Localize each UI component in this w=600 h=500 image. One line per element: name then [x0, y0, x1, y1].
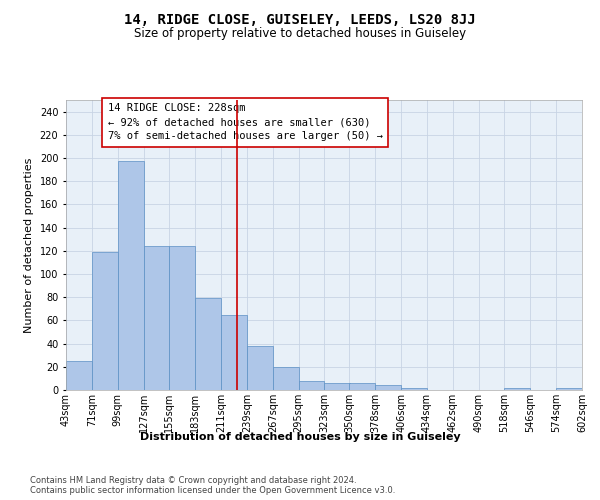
Text: Size of property relative to detached houses in Guiseley: Size of property relative to detached ho…: [134, 28, 466, 40]
Text: 14 RIDGE CLOSE: 228sqm
← 92% of detached houses are smaller (630)
7% of semi-det: 14 RIDGE CLOSE: 228sqm ← 92% of detached…: [107, 104, 383, 142]
Bar: [556, 388, 582, 390]
Bar: [66, 361, 92, 390]
Bar: [143, 246, 169, 390]
Bar: [325, 383, 350, 390]
Bar: [401, 388, 427, 390]
Bar: [195, 298, 221, 390]
Bar: [92, 252, 118, 390]
Bar: [375, 386, 401, 390]
Bar: [299, 380, 325, 390]
Bar: [273, 367, 299, 390]
Text: 14, RIDGE CLOSE, GUISELEY, LEEDS, LS20 8JJ: 14, RIDGE CLOSE, GUISELEY, LEEDS, LS20 8…: [124, 12, 476, 26]
Bar: [349, 383, 375, 390]
Bar: [169, 246, 195, 390]
Bar: [221, 314, 247, 390]
Bar: [247, 346, 273, 390]
Text: Contains HM Land Registry data © Crown copyright and database right 2024.
Contai: Contains HM Land Registry data © Crown c…: [30, 476, 395, 495]
Y-axis label: Number of detached properties: Number of detached properties: [24, 158, 34, 332]
Bar: [118, 162, 143, 390]
Bar: [505, 388, 530, 390]
Text: Distribution of detached houses by size in Guiseley: Distribution of detached houses by size …: [140, 432, 460, 442]
